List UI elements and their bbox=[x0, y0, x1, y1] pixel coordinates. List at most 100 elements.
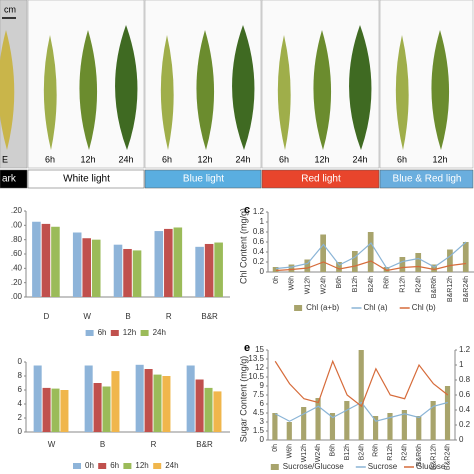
bar bbox=[387, 413, 393, 440]
leaf bbox=[395, 35, 409, 150]
leaf bbox=[160, 35, 174, 150]
bar bbox=[162, 376, 171, 432]
y-tick-label: 1.5 bbox=[253, 426, 265, 435]
y-tick-label: 0.6 bbox=[253, 237, 265, 246]
x-tick-label: W12h bbox=[301, 444, 308, 462]
x-tick-label: B24h bbox=[368, 276, 375, 292]
bar bbox=[72, 232, 82, 297]
y-tick-label: 4 bbox=[18, 399, 23, 408]
leaf-label: 24h bbox=[235, 154, 250, 164]
scale-label: cm bbox=[4, 4, 16, 14]
bar bbox=[195, 246, 204, 297]
y-tick-label: .00 bbox=[11, 220, 23, 229]
y-tick-label: 3 bbox=[260, 417, 265, 426]
leaf-label: 6h bbox=[279, 154, 289, 164]
x-tick-label: W bbox=[83, 312, 91, 321]
x-tick-label: B6h bbox=[330, 444, 337, 457]
x-tick-label: B&R24h bbox=[463, 276, 470, 302]
bar bbox=[113, 244, 123, 297]
panel-letter: e bbox=[244, 342, 250, 354]
x-tick-label: B bbox=[125, 312, 130, 321]
legend-label: 6h bbox=[110, 461, 119, 470]
bar bbox=[336, 262, 342, 272]
bar bbox=[344, 401, 350, 440]
bar bbox=[123, 248, 132, 297]
bar bbox=[286, 422, 292, 440]
bar bbox=[93, 383, 102, 432]
light-label-bg bbox=[261, 169, 380, 189]
legend-label: 24h bbox=[165, 461, 178, 470]
bar bbox=[351, 251, 358, 272]
bar bbox=[288, 264, 295, 272]
bar bbox=[154, 231, 164, 297]
legend-label: Chl (b) bbox=[412, 303, 436, 312]
bar bbox=[431, 264, 437, 272]
legend-marker bbox=[123, 463, 132, 469]
legend-label: Glucose bbox=[416, 462, 446, 471]
y-tick-label: .20 bbox=[11, 206, 23, 215]
legend-label: 24h bbox=[153, 328, 166, 337]
x-tick-label: R12h bbox=[387, 444, 394, 461]
leaf-label: 12h bbox=[80, 154, 95, 164]
leaf-label: 6h bbox=[162, 154, 172, 164]
leaf-label: 12h bbox=[432, 154, 447, 164]
light-label: Red light bbox=[301, 174, 341, 185]
x-tick-label: 0h bbox=[272, 444, 279, 452]
bar bbox=[401, 410, 407, 440]
bar bbox=[153, 374, 162, 432]
leaf-label: E bbox=[2, 154, 8, 164]
leaf-label: 12h bbox=[197, 154, 212, 164]
bar bbox=[132, 250, 142, 297]
y2-tick-label: 0.6 bbox=[459, 390, 471, 399]
bar bbox=[272, 413, 278, 440]
legend-marker bbox=[98, 463, 107, 469]
line bbox=[275, 241, 467, 270]
leaf-label: 24h bbox=[118, 154, 133, 164]
y-tick-label: 8 bbox=[18, 371, 23, 380]
x-tick-label: B12h bbox=[344, 444, 351, 460]
legend-marker bbox=[294, 305, 303, 311]
line bbox=[274, 401, 448, 422]
bar bbox=[358, 350, 364, 440]
light-label: White light bbox=[63, 174, 110, 185]
light-label-bg bbox=[27, 169, 145, 189]
bar bbox=[111, 371, 120, 432]
x-tick-label: W24h bbox=[320, 276, 327, 294]
legend-marker bbox=[140, 330, 149, 336]
bar bbox=[144, 369, 153, 432]
legend-label: 12h bbox=[135, 461, 148, 470]
x-tick-label: R12h bbox=[400, 276, 407, 293]
leaf bbox=[431, 30, 450, 150]
x-tick-label: B6h bbox=[336, 276, 343, 289]
x-tick-label: R6h bbox=[384, 276, 391, 289]
y-axis-title: Chl Content (mg/g) bbox=[238, 208, 248, 284]
bar bbox=[416, 416, 422, 440]
y-tick-label: 0 bbox=[18, 427, 23, 436]
bar bbox=[164, 228, 173, 297]
light-label-bg bbox=[144, 169, 262, 189]
bar bbox=[204, 243, 214, 297]
line bbox=[275, 260, 467, 272]
bar bbox=[51, 226, 60, 297]
bar bbox=[135, 364, 144, 432]
bar bbox=[383, 267, 390, 272]
y-tick-label: 1.2 bbox=[253, 207, 265, 216]
x-tick-label: R24h bbox=[415, 276, 422, 293]
x-tick-label: B&R12h bbox=[430, 444, 437, 470]
x-tick-label: B&R6h bbox=[431, 276, 438, 298]
x-tick-label: B24h bbox=[358, 444, 365, 460]
legend-marker bbox=[153, 463, 162, 469]
y-tick-label: 6 bbox=[260, 399, 265, 408]
bar bbox=[195, 379, 204, 432]
bar bbox=[173, 227, 183, 297]
bar bbox=[367, 232, 374, 272]
bar bbox=[320, 234, 326, 272]
x-tick-label: W6h bbox=[286, 444, 293, 459]
bar bbox=[399, 257, 406, 272]
y-tick-label: .00 bbox=[11, 292, 23, 301]
x-tick-label: R24h bbox=[401, 444, 408, 461]
legend-marker bbox=[85, 330, 94, 336]
leaf bbox=[349, 25, 372, 150]
x-tick-label: W6h bbox=[289, 276, 296, 291]
